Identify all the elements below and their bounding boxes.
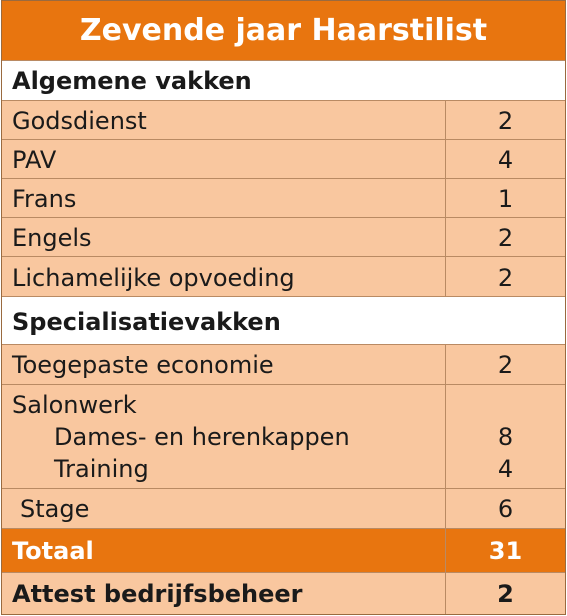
subject-cell: Toegepaste economie — [2, 345, 446, 384]
section-label: Specialisatievakken — [12, 308, 281, 336]
subject-cell: Frans — [2, 179, 446, 217]
hours-cell: 2 — [446, 218, 565, 256]
table-row: Godsdienst 2 — [2, 101, 565, 140]
subject-cell: Godsdienst — [2, 101, 446, 139]
subject-label: Godsdienst — [12, 107, 147, 135]
section-label: Algemene vakken — [12, 67, 252, 95]
subject-cell: Salonwerk Dames- en herenkappen Training — [2, 385, 446, 488]
hours-value: 6 — [497, 495, 514, 523]
hours-cell: 4 — [446, 140, 565, 178]
section-header-specialisatie: Specialisatievakken — [2, 297, 565, 345]
subject-label: Attest bedrijfsbeheer — [12, 580, 303, 608]
sub-subject-label: Training — [54, 455, 149, 483]
table-row-attest: Attest bedrijfsbeheer 2 — [2, 573, 565, 614]
hours-cell: 2 — [446, 345, 565, 384]
table-row: Frans 1 — [2, 179, 565, 218]
total-value: 31 — [488, 537, 523, 565]
hours-cell: 2 — [446, 257, 565, 296]
hours-value: 8 — [497, 423, 514, 451]
hours-cell: 6 — [446, 489, 565, 528]
total-label: Totaal — [12, 537, 94, 565]
table-row-salonwerk: Salonwerk Dames- en herenkappen Training… — [2, 385, 565, 489]
sub-subject-label: Dames- en herenkappen — [54, 423, 350, 451]
hours-cell: 2 — [446, 573, 565, 614]
total-row: Totaal 31 — [2, 529, 565, 573]
hours-value: 2 — [497, 580, 514, 608]
table-row: PAV 4 — [2, 140, 565, 179]
subject-label: Engels — [12, 224, 92, 252]
subject-label: Frans — [12, 185, 77, 213]
subject-cell: PAV — [2, 140, 446, 178]
table-row: Toegepaste economie 2 — [2, 345, 565, 385]
hours-cell: 2 — [446, 101, 565, 139]
hours-value: 2 — [497, 351, 514, 379]
table-row: Stage 6 — [2, 489, 565, 529]
subject-cell: Stage — [2, 489, 446, 528]
table-row: Engels 2 — [2, 218, 565, 257]
hours-value: 2 — [497, 224, 514, 252]
total-label-cell: Totaal — [2, 529, 446, 572]
hours-value: 2 — [497, 264, 514, 292]
table-title: Zevende jaar Haarstilist — [2, 1, 565, 61]
subject-cell: Lichamelijke opvoeding — [2, 257, 446, 296]
subject-label: Lichamelijke opvoeding — [12, 264, 295, 292]
subject-label: Stage — [20, 495, 90, 523]
hours-value: 4 — [497, 146, 514, 174]
hours-value: 4 — [497, 455, 514, 483]
table-row: Lichamelijke opvoeding 2 — [2, 257, 565, 297]
hours-cell: 1 — [446, 179, 565, 217]
subject-cell: Engels — [2, 218, 446, 256]
subject-cell: Attest bedrijfsbeheer — [2, 573, 446, 614]
hours-value: 1 — [497, 185, 514, 213]
hours-cell: 8 4 — [446, 385, 565, 488]
section-header-algemene: Algemene vakken — [2, 61, 565, 101]
subject-label: Salonwerk — [12, 391, 137, 419]
subject-label: PAV — [12, 146, 57, 174]
hours-value: 2 — [497, 107, 514, 135]
subject-label: Toegepaste economie — [12, 351, 274, 379]
total-value-cell: 31 — [446, 529, 565, 572]
